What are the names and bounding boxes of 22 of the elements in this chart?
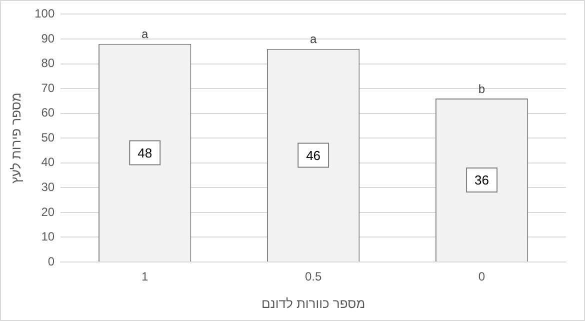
y-tick-label: 30	[41, 180, 55, 194]
y-tick-label: 100	[34, 6, 55, 21]
y-tick-label: 70	[41, 80, 55, 95]
x-tick-label: 0.5	[304, 270, 322, 284]
annotation: 48	[138, 145, 152, 160]
x-axis-title: מספר כוורות לדונם	[261, 296, 366, 311]
y-tick-label: 40	[41, 155, 55, 170]
annotation: a	[142, 27, 149, 42]
y-tick-label: 80	[41, 56, 55, 70]
y-tick-label: 20	[41, 204, 55, 219]
annotation: b	[478, 82, 486, 96]
x-tick-label: 0	[478, 270, 486, 284]
y-tick-label: 10	[41, 230, 55, 244]
y-tick-label: 60	[41, 106, 55, 120]
y-tick-label: 90	[41, 31, 55, 46]
y-axis-title: מספר פירות לעץ	[8, 92, 24, 184]
annotation: a	[310, 32, 317, 46]
x-tick-label: 1	[142, 270, 149, 284]
y-tick-label: 50	[41, 130, 55, 144]
annotation: 36	[474, 172, 490, 188]
annotation: 46	[306, 148, 321, 163]
y-tick-label: 0	[48, 254, 55, 268]
